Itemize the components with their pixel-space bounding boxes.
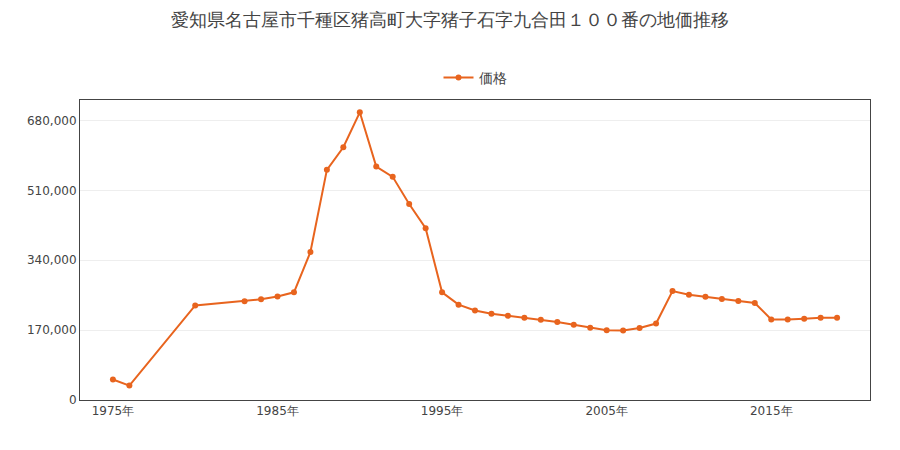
svg-text:170,000: 170,000 bbox=[27, 323, 77, 337]
svg-text:0: 0 bbox=[69, 393, 77, 407]
svg-text:愛知県名古屋市千種区猪高町大字猪子石字九合田１００番の地価推: 愛知県名古屋市千種区猪高町大字猪子石字九合田１００番の地価推移 bbox=[171, 9, 729, 30]
svg-text:1985年: 1985年 bbox=[256, 404, 299, 418]
svg-text:510,000: 510,000 bbox=[27, 184, 77, 198]
svg-text:2005年: 2005年 bbox=[585, 404, 628, 418]
svg-text:1995年: 1995年 bbox=[421, 404, 464, 418]
svg-text:1975年: 1975年 bbox=[92, 404, 135, 418]
svg-text:価格: 価格 bbox=[479, 70, 507, 86]
svg-text:680,000: 680,000 bbox=[27, 114, 77, 128]
svg-text:2015年: 2015年 bbox=[750, 404, 793, 418]
svg-text:340,000: 340,000 bbox=[27, 253, 77, 267]
